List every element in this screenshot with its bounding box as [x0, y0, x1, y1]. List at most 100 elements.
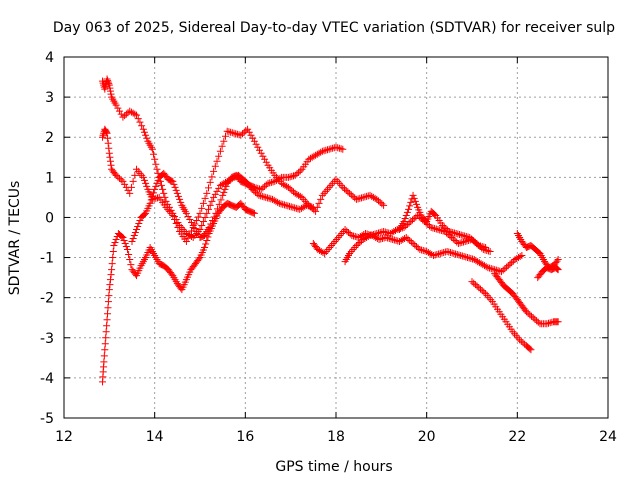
data-point [205, 223, 213, 231]
y-tick-label: 0 [45, 210, 54, 226]
data-point [384, 234, 392, 242]
series-track-4 [128, 143, 347, 246]
data-point [471, 281, 479, 289]
data-point [322, 146, 330, 154]
data-point [395, 225, 403, 233]
data-point [174, 192, 182, 200]
data-point [250, 137, 258, 145]
data-point [247, 131, 255, 139]
data-point [249, 134, 257, 142]
data-point [411, 197, 419, 205]
data-point [534, 318, 542, 326]
data-point [533, 317, 541, 325]
data-point [159, 185, 167, 193]
data-point [478, 287, 486, 295]
data-point [382, 234, 390, 241]
data-point [102, 328, 110, 336]
data-point [481, 246, 489, 254]
data-point [162, 197, 170, 205]
data-point [366, 231, 374, 239]
data-point [112, 236, 120, 244]
data-point [201, 194, 209, 202]
data-point [421, 247, 429, 255]
data-point [482, 263, 490, 271]
data-point [477, 285, 484, 293]
data-point [291, 204, 299, 212]
data-point [173, 189, 181, 197]
data-point [182, 238, 190, 246]
y-tick-label: 2 [45, 130, 54, 146]
data-point [475, 284, 483, 292]
data-point [483, 247, 491, 255]
data-point [433, 251, 441, 259]
data-point [296, 192, 304, 200]
data-point [225, 128, 233, 136]
data-point [279, 200, 287, 208]
data-point [484, 247, 492, 255]
data-point [147, 196, 155, 204]
x-tick-label: 18 [327, 429, 345, 445]
data-point [526, 311, 534, 319]
data-point [434, 225, 442, 233]
data-point [235, 131, 243, 139]
data-point [186, 230, 194, 238]
data-point [288, 186, 296, 194]
data-point [258, 192, 266, 200]
data-point [369, 230, 377, 238]
data-point [205, 184, 212, 192]
data-point [112, 101, 120, 109]
data-point [335, 144, 343, 152]
data-point [104, 77, 112, 85]
data-point [261, 155, 269, 163]
data-point [213, 187, 221, 195]
data-point [465, 254, 473, 262]
data-point [380, 227, 388, 235]
data-point [494, 267, 502, 275]
data-point [131, 110, 139, 118]
y-tick-label: -5 [40, 411, 54, 427]
data-point [479, 246, 487, 254]
data-point [446, 249, 454, 257]
data-point [150, 189, 158, 197]
data-point [452, 250, 460, 258]
data-point [244, 125, 252, 133]
data-point [129, 177, 137, 185]
x-tick-label: 12 [55, 429, 73, 445]
data-point [140, 128, 148, 136]
data-point [230, 129, 238, 137]
data-point [135, 219, 143, 227]
data-point [400, 217, 408, 225]
data-point [214, 205, 222, 213]
data-point [286, 185, 294, 193]
data-point [106, 153, 114, 161]
data-point [451, 237, 459, 245]
data-point [296, 167, 304, 175]
data-point [129, 235, 137, 243]
data-point [484, 264, 492, 272]
data-point [267, 195, 275, 203]
data-point [406, 202, 414, 210]
data-point [264, 179, 272, 187]
data-point [284, 173, 292, 181]
data-point [215, 184, 223, 192]
data-point [168, 177, 176, 185]
data-point [403, 220, 411, 228]
data-point [473, 282, 481, 290]
data-point [101, 340, 109, 348]
data-point [489, 265, 497, 273]
data-point [461, 238, 469, 246]
data-point [177, 198, 185, 206]
data-point [431, 210, 439, 218]
data-point [506, 260, 514, 268]
data-point [154, 176, 162, 184]
data-point [133, 111, 141, 119]
data-point [213, 157, 221, 165]
data-point [531, 315, 539, 323]
data-point [463, 237, 471, 245]
data-point [410, 214, 418, 222]
data-point [406, 237, 414, 245]
data-point [172, 219, 180, 227]
data-point [405, 219, 413, 227]
data-point [107, 90, 115, 98]
data-point [284, 202, 292, 210]
